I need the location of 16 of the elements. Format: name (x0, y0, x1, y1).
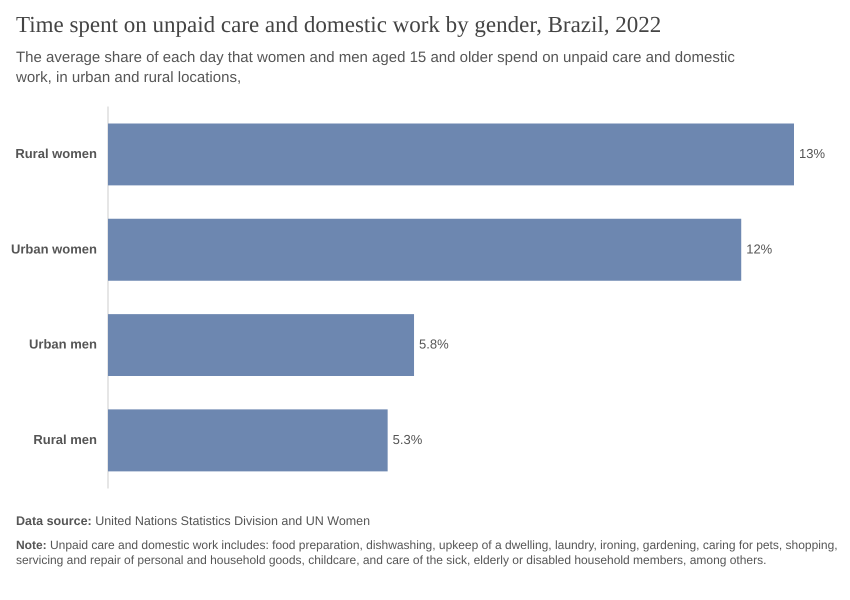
chart-subtitle: The average share of each day that women and men aged 15 and older spend on unpaid care and domestic work, in urban and rural locations, (16, 48, 736, 88)
chart-title: Time spent on unpaid care and domestic work by gender, Brazil, 2022 (16, 12, 662, 38)
text: Note: Unpaid care and domestic work includes: food preparation, dishwashing, upkeep of a dwelling, laundry, ironing, gardening, caring for pets, shopping, servicing and repair of personal and household goods, childcare, and care of the sick, elderly or disabled household members, among others. (16, 538, 839, 568)
bar (108, 218, 742, 281)
y-tick-label: Urban women (10, 241, 97, 256)
data-label: 5.8% (419, 336, 450, 352)
source-note: Data source: United Nations Statistics Division and UN Women (16, 514, 370, 528)
bar (108, 123, 794, 186)
y-tick-label: Rural women (15, 146, 98, 162)
bar (108, 409, 388, 472)
data-label: 12% (746, 241, 773, 256)
y-tick-label: Urban men (29, 336, 98, 352)
data-label: 13% (799, 146, 826, 162)
bar (108, 314, 414, 376)
y-tick-label: Rural men (33, 432, 98, 447)
data-label: 5.3% (392, 432, 423, 447)
